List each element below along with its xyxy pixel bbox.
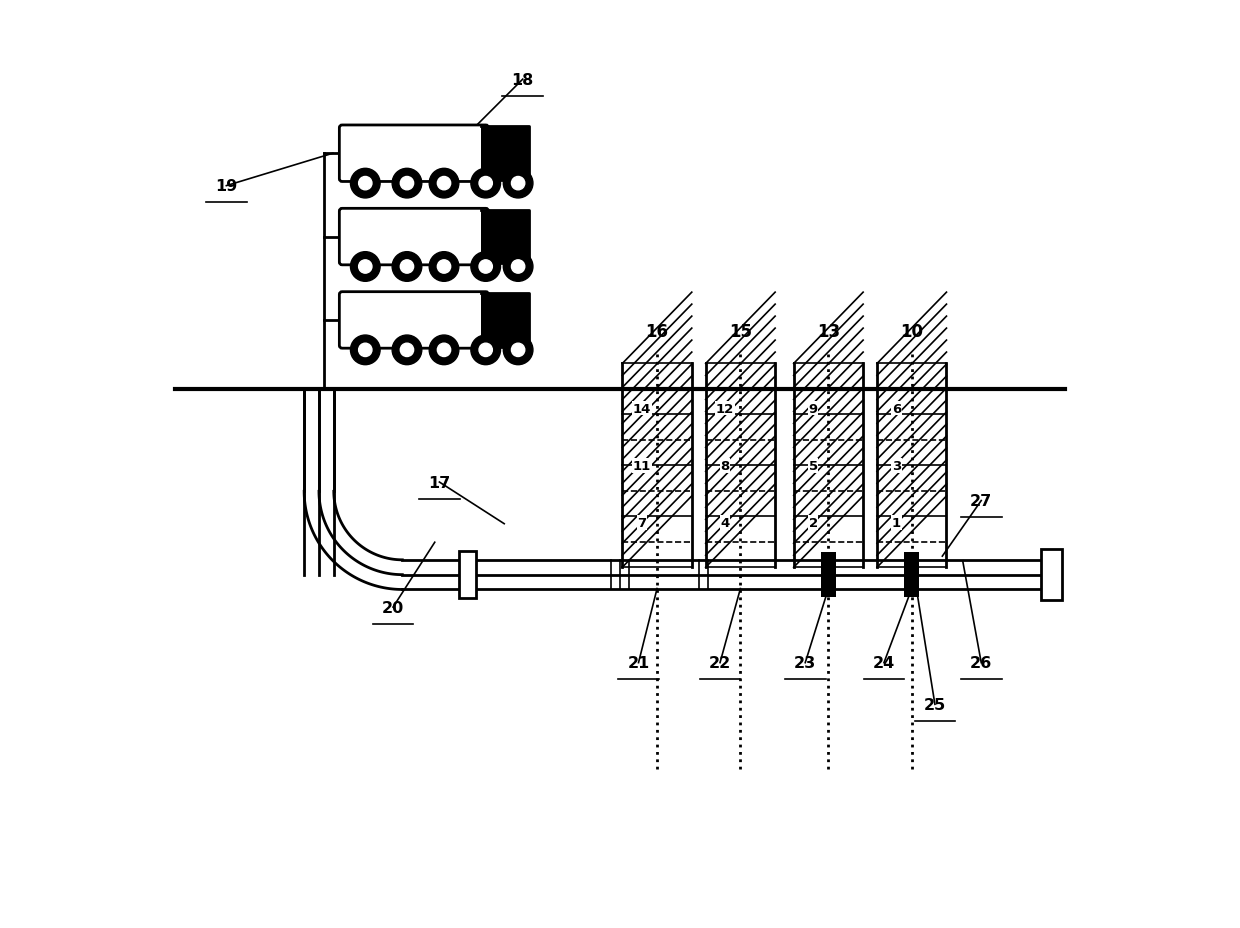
- Circle shape: [351, 169, 381, 199]
- Text: 1: 1: [892, 516, 901, 529]
- Circle shape: [401, 261, 414, 274]
- Circle shape: [429, 336, 459, 366]
- Bar: [821, 553, 836, 598]
- Circle shape: [351, 336, 381, 366]
- Circle shape: [479, 343, 492, 357]
- Circle shape: [358, 343, 372, 357]
- Circle shape: [511, 177, 525, 190]
- Circle shape: [471, 169, 501, 199]
- Text: 9: 9: [808, 403, 817, 416]
- Text: 7: 7: [637, 516, 646, 529]
- Circle shape: [429, 169, 459, 199]
- Text: 26: 26: [970, 655, 992, 670]
- Circle shape: [392, 169, 422, 199]
- Text: 22: 22: [709, 655, 732, 670]
- FancyBboxPatch shape: [340, 292, 489, 349]
- FancyBboxPatch shape: [340, 126, 489, 182]
- Text: 10: 10: [900, 323, 924, 341]
- Bar: [481, 211, 529, 264]
- Text: 21: 21: [627, 655, 650, 670]
- Text: 12: 12: [715, 403, 734, 416]
- Circle shape: [401, 343, 414, 357]
- Text: 14: 14: [632, 403, 651, 416]
- Text: 4: 4: [720, 516, 730, 529]
- Text: 18: 18: [512, 72, 534, 87]
- Bar: [459, 552, 475, 599]
- Text: 2: 2: [808, 516, 817, 529]
- Circle shape: [351, 252, 381, 282]
- Circle shape: [438, 177, 450, 190]
- Circle shape: [358, 261, 372, 274]
- Circle shape: [479, 177, 492, 190]
- Circle shape: [503, 169, 533, 199]
- Text: 27: 27: [970, 494, 992, 509]
- Circle shape: [503, 252, 533, 282]
- Text: 24: 24: [873, 655, 895, 670]
- Circle shape: [479, 261, 492, 274]
- Circle shape: [503, 336, 533, 366]
- Text: 6: 6: [892, 403, 901, 416]
- Circle shape: [471, 252, 501, 282]
- Circle shape: [429, 252, 459, 282]
- Bar: [481, 127, 529, 181]
- Circle shape: [511, 261, 525, 274]
- Circle shape: [392, 336, 422, 366]
- Text: 25: 25: [924, 697, 946, 712]
- Bar: [1042, 549, 1061, 600]
- Circle shape: [511, 343, 525, 357]
- Text: 16: 16: [646, 323, 668, 341]
- Text: 5: 5: [808, 459, 817, 472]
- Circle shape: [392, 252, 422, 282]
- Text: 15: 15: [729, 323, 751, 341]
- Circle shape: [438, 343, 450, 357]
- Circle shape: [471, 336, 501, 366]
- Text: 3: 3: [892, 459, 901, 472]
- Text: 20: 20: [382, 599, 404, 615]
- Text: 13: 13: [817, 323, 839, 341]
- FancyBboxPatch shape: [340, 209, 489, 265]
- Text: 17: 17: [428, 475, 450, 490]
- Circle shape: [438, 261, 450, 274]
- Bar: [904, 553, 919, 598]
- Text: 11: 11: [632, 459, 651, 472]
- Circle shape: [401, 177, 414, 190]
- Bar: [481, 294, 529, 347]
- Circle shape: [358, 177, 372, 190]
- Text: 8: 8: [720, 459, 730, 472]
- Text: 23: 23: [794, 655, 816, 670]
- Text: 19: 19: [216, 179, 238, 194]
